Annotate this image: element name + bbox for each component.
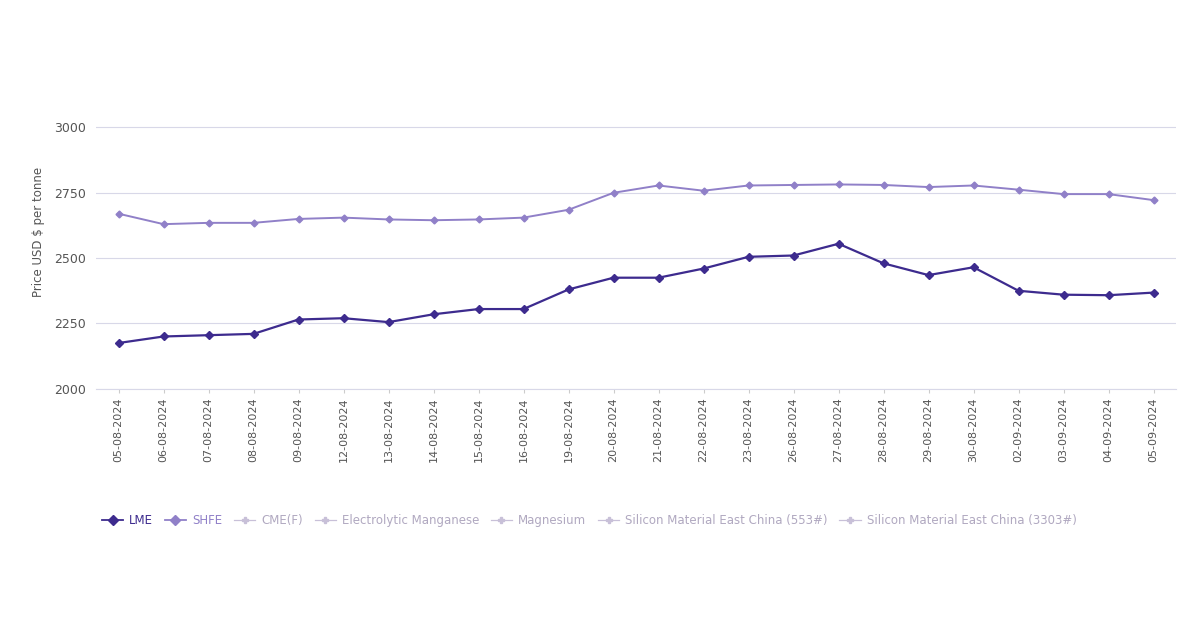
Y-axis label: Price USD $ per tonne: Price USD $ per tonne <box>32 167 46 297</box>
Legend: LME, SHFE, CME(F), Electrolytic Manganese, Magnesium, Silicon Material East Chin: LME, SHFE, CME(F), Electrolytic Manganes… <box>102 514 1076 527</box>
